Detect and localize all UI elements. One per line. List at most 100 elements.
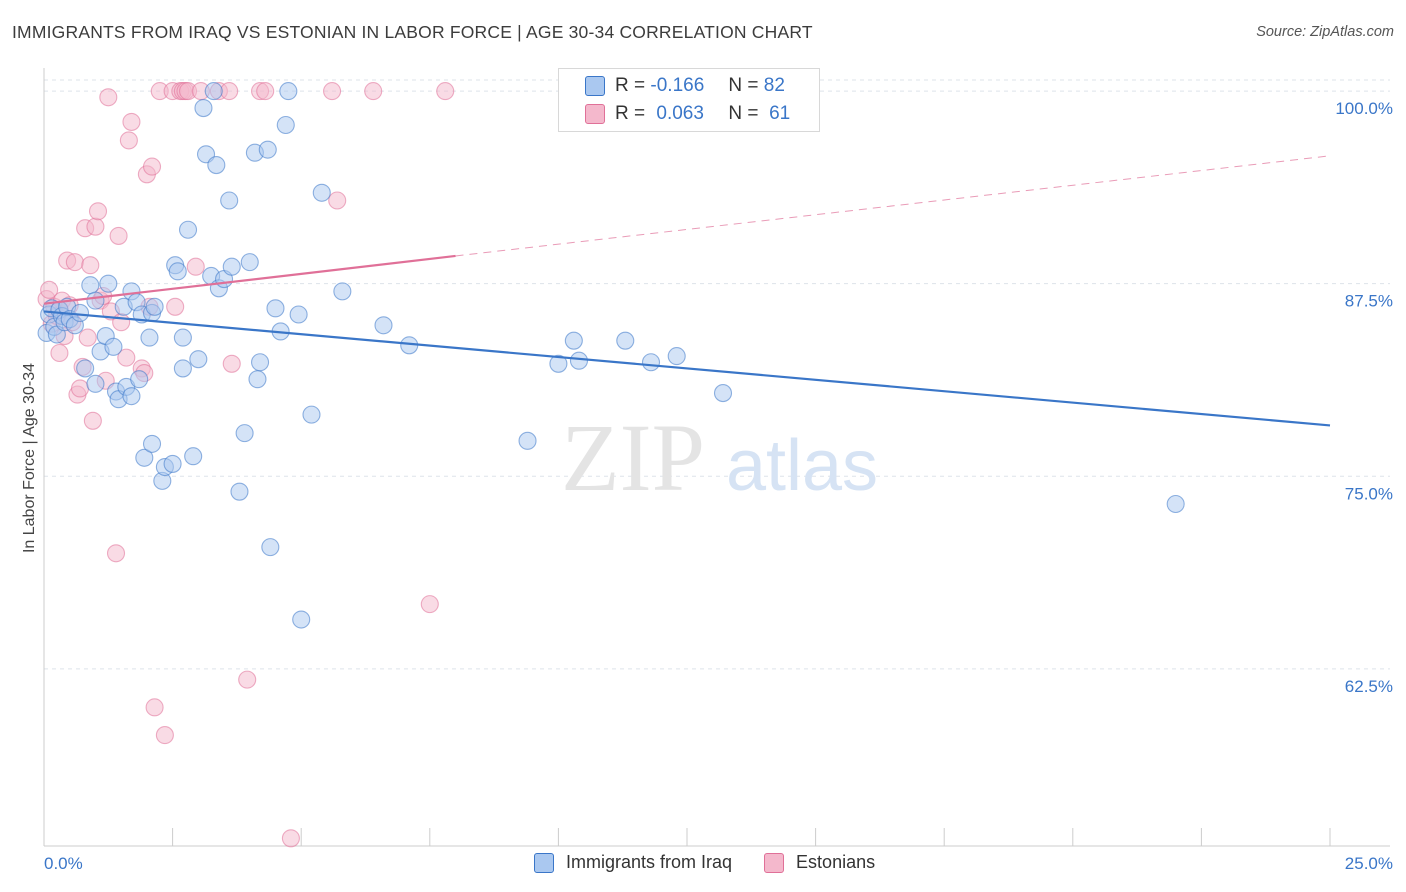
- point-iraq: [145, 297, 164, 316]
- chart-title: IMMIGRANTS FROM IRAQ VS ESTONIAN IN LABO…: [12, 22, 813, 42]
- point-iraq: [70, 303, 90, 323]
- point-iraq: [292, 610, 311, 629]
- point-estonian: [106, 544, 126, 563]
- legend-item-iraq[interactable]: Immigrants from Iraq: [534, 852, 732, 873]
- point-iraq: [86, 374, 105, 393]
- point-iraq: [189, 350, 208, 369]
- point-iraq: [222, 257, 241, 276]
- watermark-atlas: atlas: [726, 426, 878, 506]
- point-iraq: [261, 538, 280, 557]
- point-iraq: [250, 353, 270, 372]
- point-estonian: [40, 280, 59, 299]
- n-value: 82: [763, 75, 785, 96]
- point-estonian: [81, 256, 100, 275]
- n-label: N =: [728, 103, 759, 124]
- trend-line-estonians: [43, 254, 456, 305]
- x-tick-label-min: 0.0%: [44, 854, 83, 873]
- point-estonian: [65, 253, 84, 272]
- point-estonian: [99, 88, 118, 107]
- point-iraq: [713, 384, 733, 403]
- point-iraq: [641, 353, 661, 372]
- point-iraq: [104, 337, 123, 356]
- trend-line-iraq: [43, 310, 1331, 427]
- point-iraq: [81, 276, 100, 295]
- point-estonian: [142, 157, 162, 176]
- point-iraq: [518, 431, 537, 450]
- point-iraq: [86, 291, 105, 310]
- legend-item-estonians[interactable]: Estonians: [764, 852, 875, 873]
- watermark-zip: ZIP: [561, 404, 705, 511]
- point-iraq: [130, 370, 149, 389]
- point-iraq: [163, 454, 182, 473]
- point-estonian: [119, 131, 138, 150]
- legend-swatch-blue-icon: [585, 76, 605, 96]
- n-label: N =: [728, 75, 759, 96]
- point-iraq: [178, 220, 198, 239]
- point-estonian: [238, 670, 257, 689]
- point-iraq: [667, 347, 686, 366]
- point-estonian: [112, 313, 131, 332]
- point-iraq: [220, 191, 239, 210]
- point-estonian: [50, 343, 69, 363]
- point-iraq: [76, 359, 95, 378]
- point-estonian: [256, 82, 275, 101]
- point-iraq: [258, 140, 277, 159]
- point-estonian: [83, 411, 102, 430]
- point-iraq: [569, 351, 589, 370]
- point-iraq: [564, 331, 583, 350]
- point-iraq: [549, 354, 568, 373]
- point-iraq: [333, 282, 352, 301]
- y-tick-label: 75.0%: [1345, 484, 1393, 503]
- source-credit: Source: ZipAtlas.com: [1256, 24, 1394, 40]
- point-iraq: [135, 448, 154, 467]
- point-iraq: [168, 262, 187, 281]
- point-estonian: [323, 82, 342, 101]
- point-iraq: [235, 424, 254, 443]
- grid-layer: [44, 79, 1390, 670]
- stats-row-estonians: R = 0.063 N = 61: [585, 101, 790, 127]
- point-iraq: [194, 99, 213, 118]
- point-estonian: [117, 348, 136, 367]
- r-value: -0.166: [650, 75, 705, 96]
- point-iraq: [240, 253, 259, 272]
- point-iraq: [374, 316, 393, 335]
- legend-label-iraq: Immigrants from Iraq: [566, 852, 733, 872]
- point-estonian: [436, 82, 455, 101]
- n-value: 61: [769, 103, 791, 124]
- point-iraq: [142, 434, 162, 453]
- point-iraq: [173, 328, 192, 347]
- r-value: 0.063: [656, 103, 704, 124]
- stats-row-iraq: R = -0.166 N = 82: [585, 73, 785, 99]
- point-estonian: [222, 354, 241, 373]
- point-iraq: [207, 156, 226, 175]
- legend-swatch-pink-icon: [585, 104, 605, 124]
- point-estonian: [109, 226, 128, 245]
- legend-swatch-blue-icon: [534, 852, 554, 873]
- y-tick-label: 62.5%: [1345, 677, 1393, 696]
- point-iraq: [312, 183, 331, 202]
- trend-layer: [43, 155, 1331, 427]
- point-iraq: [184, 447, 203, 466]
- point-iraq: [122, 387, 141, 406]
- y-tick-label: 100.0%: [1335, 99, 1393, 118]
- point-estonian: [420, 595, 439, 614]
- point-iraq: [289, 305, 308, 324]
- legend-swatch-pink-icon: [764, 852, 785, 873]
- point-estonian: [86, 217, 105, 236]
- stats-legend: R = -0.166 N = 82 R = 0.063 N = 61: [558, 68, 820, 132]
- point-estonian: [70, 379, 90, 398]
- point-estonian: [328, 191, 347, 210]
- point-iraq: [616, 331, 635, 350]
- point-iraq: [204, 82, 223, 101]
- point-iraq: [248, 370, 267, 389]
- y-tick-label: 87.5%: [1345, 292, 1393, 311]
- axis-layer: 62.5% 75.0% 87.5% 100.0%: [43, 68, 1393, 847]
- point-iraq: [140, 328, 159, 347]
- r-label: R =: [615, 103, 646, 124]
- point-iraq: [276, 115, 295, 135]
- point-estonian: [220, 82, 239, 101]
- point-iraq: [99, 274, 118, 293]
- x-tick-label-max: 25.0%: [1345, 854, 1393, 873]
- point-iraq: [1166, 494, 1185, 514]
